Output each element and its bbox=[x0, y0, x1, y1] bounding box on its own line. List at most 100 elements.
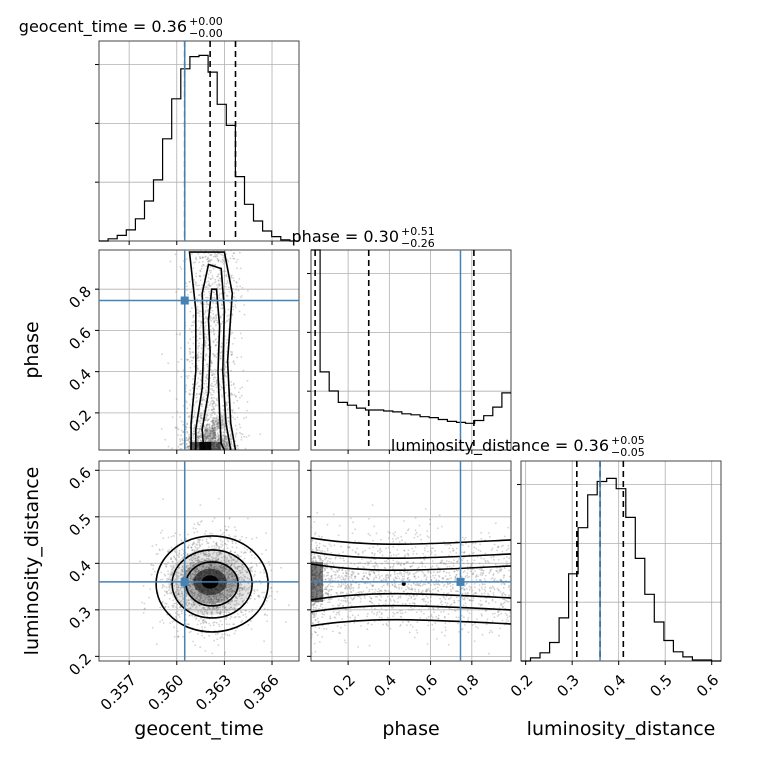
sample-point bbox=[193, 554, 196, 557]
sample-point bbox=[196, 435, 199, 437]
sample-point bbox=[466, 574, 468, 577]
sample-point bbox=[170, 566, 173, 568]
sample-point bbox=[197, 440, 200, 443]
sample-point bbox=[204, 419, 207, 422]
sample-point bbox=[204, 339, 207, 342]
sample-point bbox=[182, 369, 185, 372]
sample-point bbox=[175, 553, 178, 556]
sample-point bbox=[207, 260, 210, 263]
sample-point bbox=[190, 598, 192, 600]
sample-point bbox=[406, 624, 408, 626]
sample-point bbox=[198, 428, 201, 431]
sample-point bbox=[205, 425, 208, 427]
sample-point bbox=[206, 302, 208, 304]
sample-point bbox=[233, 363, 236, 365]
sample-point bbox=[209, 431, 212, 433]
sample-point bbox=[502, 544, 504, 547]
sample-point bbox=[224, 250, 227, 252]
sample-point bbox=[194, 553, 197, 556]
sample-point bbox=[219, 612, 221, 615]
sample-point bbox=[449, 582, 451, 585]
sample-point bbox=[249, 597, 252, 600]
sample-point bbox=[187, 607, 190, 610]
sample-point bbox=[317, 601, 320, 604]
sample-point bbox=[404, 554, 407, 556]
sample-point bbox=[395, 586, 398, 589]
sample-point bbox=[442, 570, 445, 573]
sample-point bbox=[204, 430, 207, 432]
sample-point bbox=[488, 594, 491, 597]
sample-point bbox=[441, 577, 444, 580]
sample-point bbox=[206, 429, 209, 432]
sample-point bbox=[195, 567, 198, 570]
sample-point bbox=[217, 608, 220, 610]
sample-point bbox=[222, 594, 225, 597]
sample-point bbox=[198, 312, 200, 315]
sample-point bbox=[205, 424, 208, 427]
sample-point bbox=[196, 568, 199, 571]
sample-point bbox=[217, 632, 219, 635]
sample-point bbox=[204, 650, 207, 652]
sample-point bbox=[350, 562, 352, 565]
sample-point bbox=[212, 412, 215, 415]
sample-point bbox=[229, 333, 232, 336]
sample-point bbox=[469, 586, 472, 589]
sample-point bbox=[369, 600, 372, 603]
sample-point bbox=[198, 600, 201, 602]
sample-point bbox=[461, 592, 464, 595]
sample-point bbox=[200, 414, 202, 417]
sample-point bbox=[210, 361, 213, 363]
sample-point bbox=[328, 589, 331, 591]
sample-point bbox=[211, 652, 214, 655]
sample-point bbox=[211, 430, 213, 433]
sample-point bbox=[212, 599, 215, 601]
sample-point bbox=[472, 599, 474, 602]
sample-point bbox=[216, 380, 218, 382]
sample-point bbox=[197, 556, 200, 558]
sample-point bbox=[191, 421, 194, 423]
sample-point bbox=[211, 399, 214, 402]
sample-point bbox=[441, 525, 443, 528]
sample-point bbox=[167, 578, 170, 580]
sample-point bbox=[165, 563, 168, 566]
sample-point bbox=[213, 316, 215, 319]
sample-point bbox=[223, 611, 226, 613]
sample-point bbox=[206, 374, 208, 377]
sample-point bbox=[142, 584, 145, 587]
sample-point bbox=[215, 317, 218, 320]
sample-point bbox=[199, 595, 202, 598]
sample-point bbox=[340, 579, 343, 581]
sample-point bbox=[230, 441, 233, 444]
sample-point bbox=[214, 434, 217, 436]
sample-point bbox=[412, 582, 415, 585]
sample-point bbox=[189, 630, 192, 633]
sample-point bbox=[208, 567, 210, 570]
sample-point bbox=[221, 592, 224, 594]
sample-point bbox=[219, 287, 221, 290]
sample-point bbox=[195, 383, 197, 386]
sample-point bbox=[179, 448, 182, 450]
sample-point bbox=[188, 569, 190, 571]
sample-point bbox=[212, 402, 215, 405]
sample-point bbox=[406, 585, 409, 588]
sample-point bbox=[432, 588, 434, 591]
sample-point bbox=[432, 628, 435, 631]
sample-point bbox=[229, 438, 232, 440]
sample-point bbox=[226, 602, 229, 605]
sample-point bbox=[196, 356, 199, 359]
sample-point bbox=[230, 384, 233, 387]
sample-point bbox=[235, 554, 238, 556]
sample-point bbox=[386, 583, 389, 586]
sample-point bbox=[209, 278, 212, 280]
sample-point bbox=[215, 338, 218, 340]
sample-point bbox=[192, 356, 195, 359]
sample-point bbox=[376, 565, 379, 568]
sample-point bbox=[175, 617, 178, 619]
sample-point bbox=[330, 568, 333, 571]
sample-point bbox=[360, 625, 362, 627]
sample-point bbox=[191, 599, 193, 602]
sample-point bbox=[215, 621, 218, 624]
sample-point bbox=[174, 426, 177, 429]
sample-point bbox=[325, 592, 328, 595]
sample-point bbox=[181, 566, 184, 569]
